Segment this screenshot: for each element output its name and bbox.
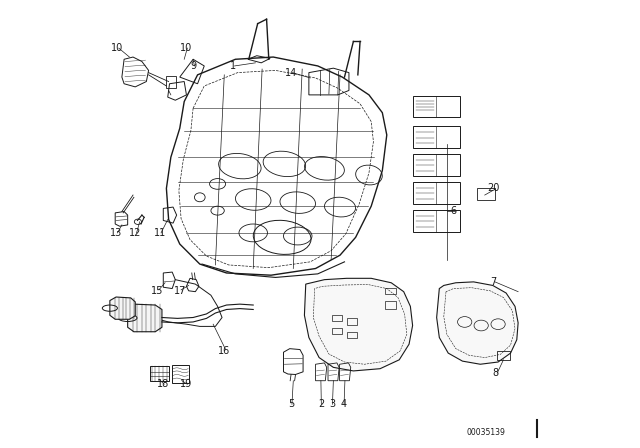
Text: 1: 1 [230, 61, 236, 71]
Bar [166, 76, 176, 88]
Text: 19: 19 [180, 379, 193, 389]
Text: 10: 10 [111, 43, 124, 53]
Bar [347, 332, 356, 338]
Text: 13: 13 [110, 228, 122, 238]
Polygon shape [436, 282, 518, 364]
Bar [497, 351, 509, 360]
Text: 2: 2 [318, 399, 324, 409]
Bar [477, 188, 495, 199]
Polygon shape [127, 304, 162, 332]
Text: 17: 17 [173, 286, 186, 296]
Polygon shape [110, 297, 135, 319]
Bar [347, 319, 356, 325]
Text: 15: 15 [151, 286, 164, 296]
Text: 00035139: 00035139 [467, 428, 506, 437]
Text: 6: 6 [451, 206, 456, 215]
Bar [413, 210, 460, 232]
Text: 8: 8 [493, 368, 499, 378]
Text: 20: 20 [488, 183, 500, 194]
Bar [385, 301, 396, 309]
Bar [413, 182, 460, 204]
Text: 11: 11 [154, 228, 166, 238]
Text: 12: 12 [129, 228, 141, 238]
Bar [413, 154, 460, 176]
Text: 14: 14 [285, 68, 297, 78]
Text: 7: 7 [490, 277, 497, 287]
Bar [413, 96, 460, 117]
Bar [332, 328, 342, 334]
Bar [150, 366, 168, 381]
Text: 10: 10 [180, 43, 193, 53]
Text: 5: 5 [288, 399, 294, 409]
Text: 9: 9 [190, 61, 196, 71]
Bar [385, 288, 396, 294]
Bar [413, 126, 460, 148]
Text: 16: 16 [218, 346, 230, 356]
Text: 3: 3 [329, 399, 335, 409]
Polygon shape [305, 278, 413, 371]
Text: 18: 18 [157, 379, 170, 389]
Text: 4: 4 [340, 399, 346, 409]
Bar [332, 315, 342, 321]
Bar [172, 365, 189, 383]
